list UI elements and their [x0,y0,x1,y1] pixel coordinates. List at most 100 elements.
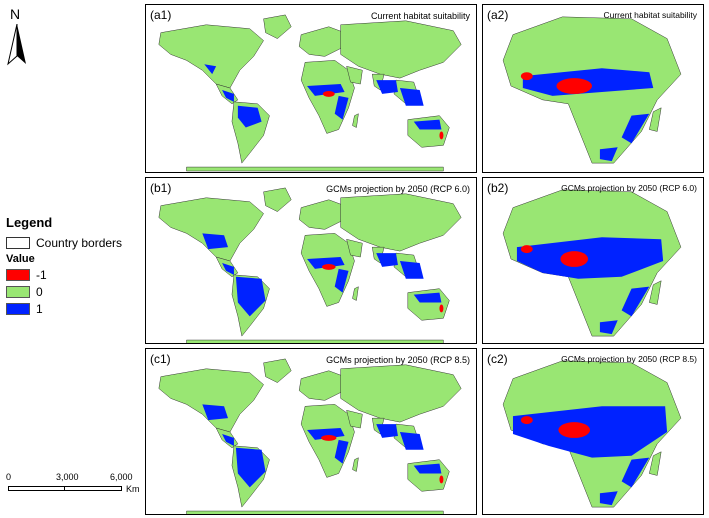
legend: Legend Country borders Value -1 0 1 [6,215,136,317]
island-madagascar [649,280,662,305]
panel-title: GCMs projection by 2050 (RCP 8.5) [561,354,697,364]
suitability-gain-central-america [222,89,234,102]
legend-item: 1 [6,300,136,317]
suitability-gain-se-asia [399,431,424,450]
suitability-gain-east-africa [334,439,349,464]
africa-map-a2 [502,16,682,164]
suitability-gain-se-asia [399,260,424,279]
world-map-b1 [158,187,462,343]
panel-b2: (b2) GCMs projection by 2050 (RCP 6.0) [482,177,704,344]
panel-id: (a2) [487,8,509,22]
legend-item-label: 0 [36,284,43,299]
continent-asia [340,193,462,252]
legend-item: -1 [6,266,136,283]
suitability-gain-south [599,147,618,162]
suitability-gain-central-belt [512,406,668,458]
continent-africa [300,404,355,478]
north-arrow-icon [7,24,26,66]
world-map-a1 [158,14,462,172]
continent-madagascar [352,286,359,301]
panel-title: Current habitat suitability [603,10,697,20]
suitability-gain-east-africa [334,268,349,293]
suitability-loss-central-africa [321,434,337,441]
suitability-gain-australia-north [413,119,442,130]
suitability-gain-central-belt [516,237,664,279]
continent-greenland [263,187,292,212]
panel-id: (b1) [150,181,172,195]
panel-b1: (b1) GCMs projection by 2050 (RCP 6.0) [145,177,477,344]
panel-a2: (a2) Current habitat suitability [482,4,704,173]
suitability-gain-south-asia [376,80,398,94]
continent-north-america [158,24,264,89]
legend-title: Legend [6,215,53,230]
scale-label-6000: 6,000 [110,472,133,482]
suitability-gain-south [599,320,618,335]
suitability-gain-usa-se [204,64,217,75]
suitability-gain-sahel [307,84,345,96]
suitability-loss-australia [439,304,444,313]
continent-europe [298,370,345,401]
suitability-loss-west-africa [520,245,533,254]
world-map-c1 [158,358,462,514]
scale-bar: 0 3,000 6,000 Km [2,472,142,502]
legend-country-borders: Country borders [6,234,136,251]
suitability-gain-southeast [621,113,650,144]
suitability-gain-southeast [621,286,650,317]
legend-swatch-0 [6,285,30,298]
legend-swatch-neg1 [6,268,30,281]
continent-australia [407,288,450,321]
continent-greenland [263,358,292,383]
suitability-loss-congo-basin [556,78,593,94]
island-madagascar [649,451,662,476]
suitability-gain-australia-north [413,292,442,303]
suitability-gain-amazon [237,105,262,128]
suitability-gain-central-america [222,433,234,446]
continent-arabia [346,409,363,429]
suitability-loss-congo-basin [558,422,591,438]
legend-item-label: -1 [36,267,47,282]
suitability-loss-central-africa [322,90,335,97]
legend-item: 0 [6,283,136,300]
panel-id: (a1) [150,8,172,22]
suitability-gain-south-asia [376,424,398,438]
suitability-loss-west-africa [520,416,533,425]
panel-id: (c2) [487,352,508,366]
legend-value-title: Value [6,253,35,265]
scale-label-3000: 3,000 [56,472,79,482]
panel-id: (c1) [150,352,171,366]
panel-title: GCMs projection by 2050 (RCP 8.5) [326,355,470,365]
continent-greenland [263,14,292,39]
panel-title: Current habitat suitability [370,11,470,21]
panel-title: GCMs projection by 2050 (RCP 6.0) [561,183,697,193]
continent-asia [340,364,462,423]
suitability-gain-australia-north [413,463,442,474]
suitability-gain-south-asia [376,253,398,267]
legend-border-label: Country borders [36,235,123,250]
continent-australia [407,459,450,492]
suitability-loss-congo-basin [560,251,589,267]
country-border-swatch [6,236,30,249]
suitability-gain-central-america [222,262,234,275]
suitability-loss-australia [439,475,444,484]
continent-north-america [158,368,264,433]
continent-antarctica [186,339,444,343]
continent-africa [300,60,355,134]
continent-europe [298,26,345,57]
panel-id: (b2) [487,181,509,195]
suitability-gain-amazon [235,276,266,317]
continent-arabia [346,238,363,258]
scale-bar-graphic [8,486,122,491]
scale-unit: Km [126,484,140,494]
continent-europe [298,199,345,230]
continent-madagascar [352,457,359,472]
island-madagascar [649,107,662,132]
suitability-gain-east-africa [334,95,349,120]
continent-asia [340,20,462,79]
suitability-loss-west-africa [520,72,533,81]
continent-australia [407,115,450,148]
africa-map-b2 [502,189,682,337]
africa-map-c2 [502,360,682,508]
suitability-loss-australia [439,131,444,140]
suitability-gain-south [599,491,618,506]
suitability-gain-usa-se [202,233,229,250]
